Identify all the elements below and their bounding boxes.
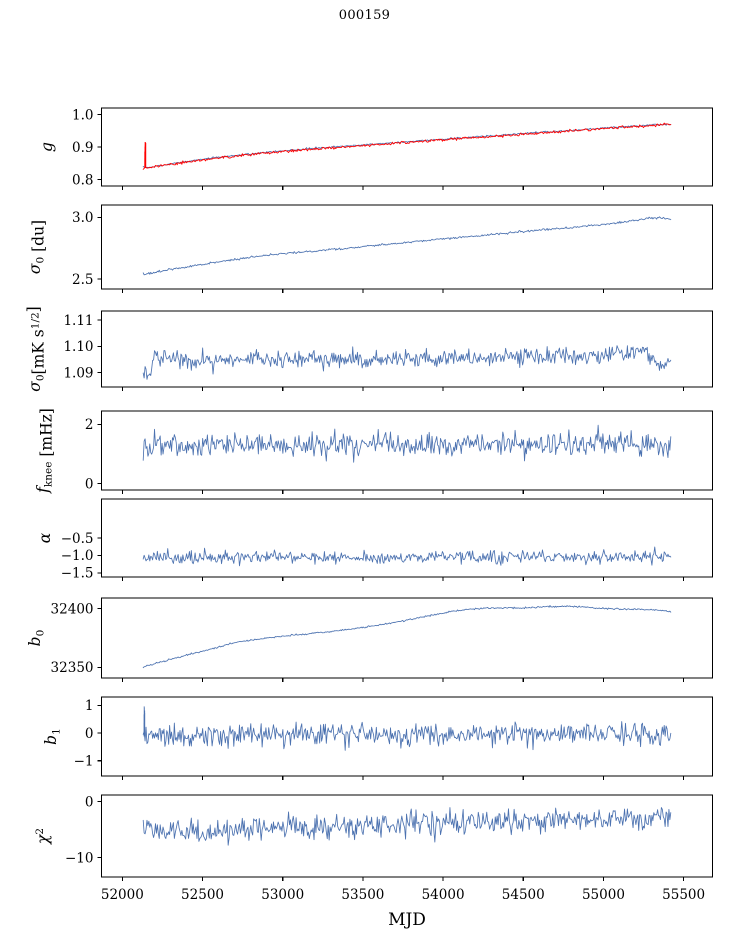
y-tick-label: 1.11 <box>63 313 93 329</box>
y-tick-label: 3.0 <box>72 210 93 226</box>
y-tick-label: 32350 <box>51 660 94 676</box>
y-tick-label: 1.10 <box>63 339 93 355</box>
x-tick-label: 55000 <box>582 887 625 903</box>
x-tick-label: 53000 <box>261 887 304 903</box>
y-tick-label: −1.0 <box>61 548 94 564</box>
y-tick-label: −1.5 <box>61 566 94 582</box>
y-tick-label: 2.5 <box>72 272 93 288</box>
y-tick-label: 0 <box>85 476 94 492</box>
x-tick-label: 52500 <box>181 887 224 903</box>
y-tick-label: 1.0 <box>72 107 93 123</box>
y-axis-label: b1 <box>42 728 63 745</box>
y-tick-label: 1 <box>85 698 94 714</box>
figure-title: 000159 <box>338 8 391 23</box>
y-axis-label: σ0 [du] <box>26 220 48 274</box>
series-f_knee <box>142 424 672 463</box>
series-sigma0_du <box>142 216 672 276</box>
panel-frame <box>100 597 714 679</box>
panel-1: 0.8 0.9 1.0 g <box>38 107 714 190</box>
x-tick-label: 52000 <box>101 887 144 903</box>
y-tick-label: 0 <box>85 726 94 742</box>
svg-text:α: α <box>36 532 54 543</box>
svg-text:σ0 [du]: σ0 [du] <box>26 220 48 274</box>
y-tick-label: −0.5 <box>61 531 94 547</box>
y-tick-label: 0.8 <box>72 172 93 188</box>
series-sigma0_mKs <box>142 345 672 380</box>
svg-text:b1: b1 <box>42 728 63 745</box>
y-axis-label: fknee [mHz] <box>34 408 56 494</box>
panel-5: −1.5 −1.0−0.5 α <box>36 498 714 582</box>
y-tick-label: 1.09 <box>63 365 93 381</box>
svg-text:g: g <box>38 142 56 152</box>
x-tick-label: 54500 <box>502 887 545 903</box>
y-tick-label: 0 <box>85 794 94 810</box>
svg-text:fknee [mHz]: fknee [mHz] <box>34 408 56 494</box>
series-b1 <box>142 721 672 751</box>
y-tick-label: −10 <box>65 850 94 866</box>
series-gain_measured-spike <box>144 142 147 168</box>
panel-frame <box>100 107 714 187</box>
panel-frame <box>100 204 714 290</box>
series-b1-spike <box>143 706 146 737</box>
x-tick-label: 54000 <box>422 887 465 903</box>
panel-frame <box>100 410 714 491</box>
y-axis-label: σ0[mK s1/2] <box>25 306 48 391</box>
panel-frame <box>100 696 714 777</box>
y-axis-label: g <box>38 142 56 152</box>
x-axis-label: MJD <box>388 910 426 930</box>
panel-frame <box>100 310 714 388</box>
svg-text:σ0[mK s1/2]: σ0[mK s1/2] <box>25 306 48 391</box>
panel-7: −1 0 1 b1 <box>42 696 714 780</box>
series-b0 <box>142 605 672 669</box>
panel-frame <box>100 498 714 578</box>
y-tick-label: −1 <box>74 754 94 770</box>
x-axis: 52000 52500 53000 53500 54000 54500 55000 55500… <box>101 887 705 930</box>
series-gain_measured <box>142 122 672 170</box>
panel-8: −10 0 χ2 <box>34 794 714 881</box>
x-tick-label: 53500 <box>341 887 384 903</box>
y-axis-label: α <box>36 532 54 543</box>
y-axis-label: χ2 <box>34 828 52 845</box>
x-tick-label: 55500 <box>662 887 705 903</box>
panel-2: 2.5 3.0 σ0 [du] <box>26 204 714 293</box>
svg-text:b0: b0 <box>26 630 47 647</box>
y-axis-label: b0 <box>26 630 47 647</box>
panel-4: 0 2 fknee [mHz] <box>34 408 714 494</box>
series-gain_model <box>142 123 672 169</box>
panel-frame <box>100 794 714 878</box>
series-chi2 <box>142 807 672 846</box>
panel-3: 1.09 1.10 1.11 σ0[mK s1/2] <box>25 306 714 392</box>
y-tick-label: 0.9 <box>72 140 93 156</box>
svg-text:χ2: χ2 <box>34 828 52 845</box>
y-tick-label: 2 <box>85 417 94 433</box>
y-tick-label: 32400 <box>51 601 94 617</box>
series-alpha <box>142 546 672 567</box>
